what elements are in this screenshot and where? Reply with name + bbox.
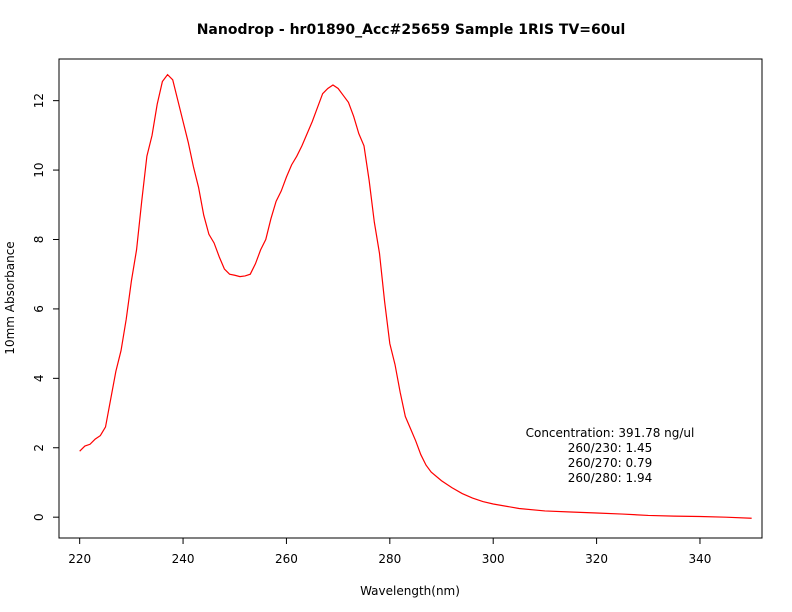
x-tick-label: 320 [585,552,608,566]
x-axis: 220 240 260 280 300 320 340 [68,538,711,566]
y-tick-label: 8 [32,236,46,244]
x-axis-label: Wavelength(nm) [360,584,460,598]
absorbance-series-line [79,73,752,519]
y-tick-label: 10 [32,162,46,177]
y-tick-label: 0 [32,513,46,521]
y-tick-label: 2 [32,444,46,452]
annotation-line: 260/270: 0.79 [568,456,652,470]
y-tick-label: 12 [32,93,46,108]
y-tick-label: 6 [32,305,46,313]
x-tick-label: 280 [378,552,401,566]
x-tick-label: 300 [482,552,505,566]
annotation-line: 260/230: 1.45 [568,441,652,455]
y-axis: 0 2 4 6 8 10 12 [32,93,59,521]
x-tick-label: 220 [68,552,91,566]
y-tick-label: 4 [32,375,46,383]
x-tick-label: 260 [275,552,298,566]
plot-area-frame [58,58,763,539]
x-tick-label: 240 [172,552,195,566]
annotation-line: 260/280: 1.94 [568,471,652,485]
y-axis-label: 10mm Absorbance [3,241,17,354]
chart-title: Nanodrop - hr01890_Acc#25659 Sample 1RIS… [197,22,626,38]
annotation-line: Concentration: 391.78 ng/ul [526,426,695,440]
x-tick-label: 340 [689,552,712,566]
